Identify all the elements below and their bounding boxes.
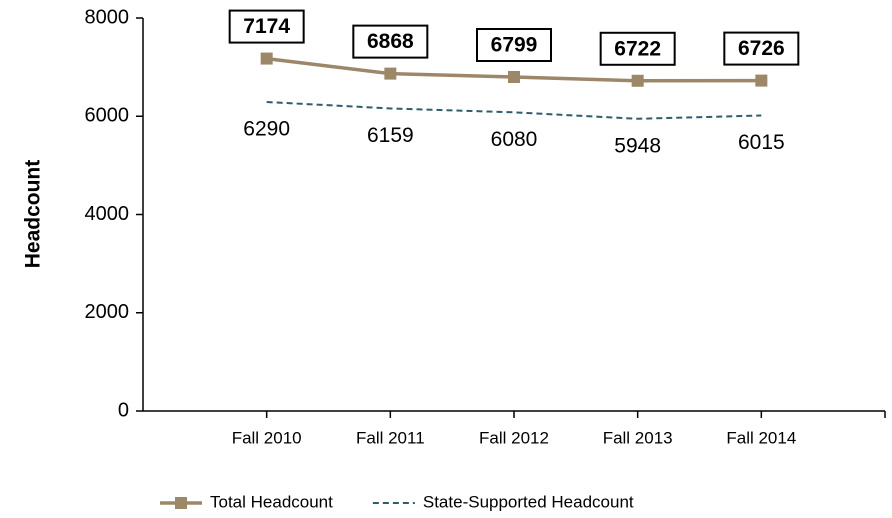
y-tick-label: 2000 [85, 301, 130, 323]
legend-label: State-Supported Headcount [423, 492, 634, 511]
label-box [352, 24, 429, 59]
label-box [599, 31, 676, 66]
y-tick-label: 6000 [85, 105, 130, 127]
label-box [476, 27, 552, 62]
data-label: 6799 [491, 34, 538, 57]
legend-label: Total Headcount [210, 492, 333, 511]
data-label: 6015 [738, 131, 785, 154]
data-label: 6159 [367, 124, 414, 147]
label-box [228, 9, 305, 44]
x-tick-label: Fall 2011 [356, 428, 425, 447]
data-label: 5948 [614, 134, 661, 157]
point-marker [260, 52, 273, 65]
data-label: 6290 [243, 118, 290, 141]
y-axis-label: Headcount [22, 160, 45, 269]
series-line [266, 101, 762, 120]
data-label: 7174 [243, 15, 290, 38]
point-marker [384, 67, 397, 80]
data-label: 6726 [738, 37, 785, 60]
x-tick-label: Fall 2012 [479, 428, 549, 447]
point-marker [755, 74, 768, 87]
legend-marker [175, 497, 187, 509]
x-tick-label: Fall 2013 [603, 428, 673, 447]
point-marker [631, 74, 644, 87]
y-tick-label: 8000 [85, 6, 130, 28]
label-box [723, 31, 800, 66]
point-marker [508, 70, 520, 83]
data-label: 6722 [614, 37, 661, 60]
data-label: 6868 [367, 30, 414, 53]
x-tick-label: Fall 2014 [726, 428, 796, 447]
y-tick-label: 0 [118, 399, 129, 421]
y-tick-label: 4000 [85, 203, 130, 225]
data-label: 6080 [491, 128, 538, 151]
x-tick-label: Fall 2010 [232, 428, 302, 447]
